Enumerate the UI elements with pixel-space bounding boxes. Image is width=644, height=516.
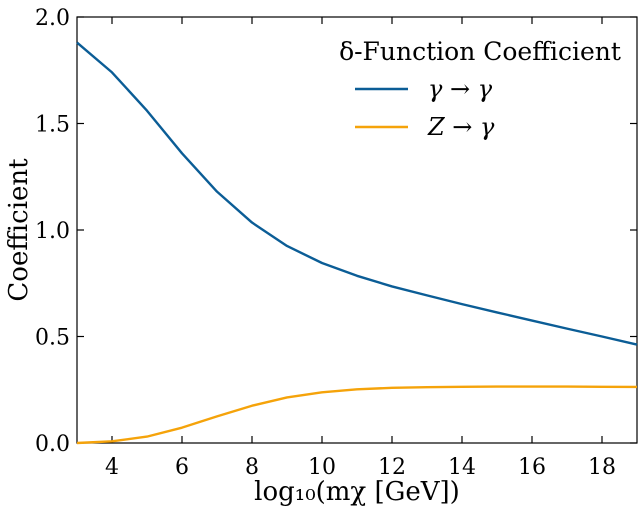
series-line-z-gamma: [76, 385, 638, 445]
plot-frame: [76, 16, 638, 444]
y-tick-label: 1.5: [35, 113, 70, 138]
x-tick-label: 6: [175, 455, 189, 480]
y-ticks: 0.0 0.5 1.0 1.5 2.0: [35, 6, 637, 457]
x-ticks: 4 6 8 10 12 14 16 18: [105, 17, 616, 480]
legend-label-z-gamma: Z → γ: [427, 113, 495, 141]
x-tick-label: 16: [518, 455, 546, 480]
legend-title: δ-Function Coefficient: [339, 37, 621, 66]
x-tick-label: 4: [105, 455, 119, 480]
legend: δ-Function Coefficient γ → γ Z → γ: [339, 37, 621, 141]
x-tick-label: 12: [378, 455, 406, 480]
x-tick-label: 10: [308, 455, 336, 480]
series-line-gamma-gamma: [76, 41, 638, 346]
legend-label-gamma-gamma: γ → γ: [428, 75, 493, 103]
y-tick-label: 1.0: [35, 219, 70, 244]
y-tick-label: 0.5: [35, 326, 70, 351]
x-axis-title: log₁₀(mχ [GeV]): [254, 477, 460, 507]
y-tick-label: 0.0: [35, 432, 70, 457]
x-tick-label: 8: [245, 455, 259, 480]
y-tick-label: 2.0: [35, 6, 70, 31]
x-tick-label: 14: [448, 455, 476, 480]
series-layer: [76, 41, 638, 445]
x-tick-label: 18: [588, 455, 616, 480]
y-axis-title: Coefficient: [4, 158, 34, 302]
